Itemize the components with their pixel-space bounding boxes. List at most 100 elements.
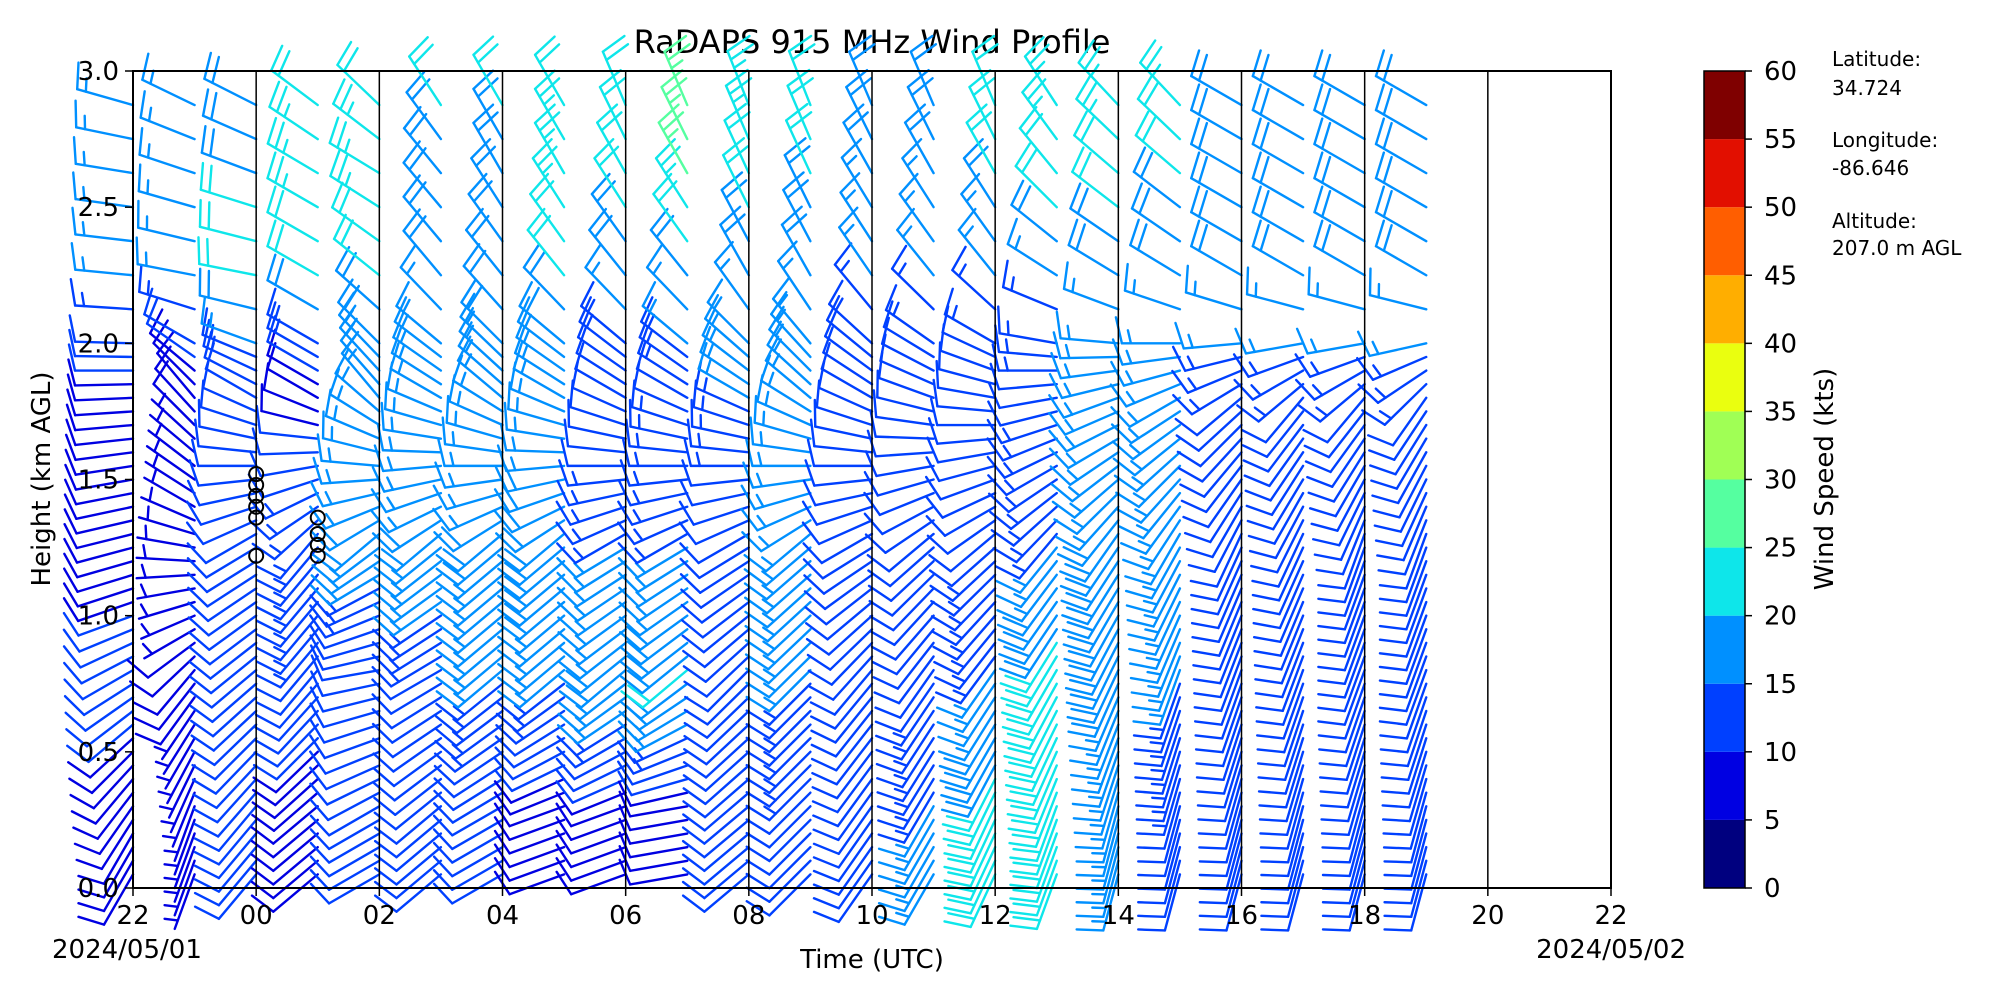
wind-barb [1009,873,1058,931]
wind-barb [1059,532,1120,583]
wind-barb [1260,818,1305,878]
wind-barb [678,519,751,546]
wind-barb [1055,310,1120,345]
wind-barb [495,519,566,554]
x-tick-label: 22 [116,901,149,931]
wind-barb [683,709,751,753]
wind-barb [266,219,319,277]
wind-barb [445,394,504,440]
wind-barb [192,777,258,824]
wind-barb [810,709,874,758]
wind-barb [802,479,874,507]
wind-barb [316,433,381,468]
wind-barb [134,696,196,746]
wind-barb [309,480,381,508]
wind-barb [1128,614,1182,670]
x-tick-label: 18 [1348,901,1381,931]
wind-barb [434,723,504,760]
wind-barb [533,69,566,141]
colorbar-tick-label: 15 [1764,670,1797,700]
wind-barb [803,560,874,595]
wind-barb [681,600,751,639]
wind-barb [372,737,443,773]
wind-barb [618,479,689,507]
wind-barb [371,466,443,493]
wind-barb [70,777,135,825]
wind-barb [371,709,443,744]
wind-barb [1259,791,1305,850]
wind-barb [1374,185,1428,243]
wind-barb [1070,737,1120,794]
wind-barb [812,873,874,924]
wind-barb [250,818,319,859]
wind-barb [681,614,751,654]
wind-barb [1251,83,1305,141]
wind-barb [745,655,812,699]
wind-barb [255,600,319,648]
wind-barb [931,600,997,647]
wind-barb [1021,70,1058,141]
wind-barb [1060,560,1120,612]
wind-barb [943,832,997,888]
wind-barb [1009,805,1058,863]
wind-barb [999,641,1058,694]
wind-barb [930,587,997,632]
wind-barb [497,655,566,695]
start-date-label: 2024/05/01 [52,935,202,965]
wind-barb [1252,560,1305,616]
wind-barb [1321,805,1366,864]
wind-barb [871,628,935,676]
wind-barb [1132,146,1182,209]
wind-barb [187,573,258,608]
wind-barb [63,682,135,717]
wind-barb [1244,451,1305,502]
wind-barb [77,832,135,885]
wind-barb [681,859,751,900]
wind-barb [810,696,874,744]
wind-barb [507,381,566,427]
calm-marker [309,536,326,553]
wind-barb [518,281,566,345]
wind-barb [941,305,997,359]
wind-barb [990,505,1058,547]
wind-barb [1130,641,1182,698]
wind-barb [939,323,997,372]
wind-barb [201,88,258,141]
wind-barb [1071,146,1120,209]
wind-barb [62,628,135,653]
wind-barb [638,311,689,372]
wind-barb [191,737,258,781]
wind-barb [838,206,874,277]
wind-barb [555,802,627,828]
wind-barb [141,52,196,107]
wind-barb [563,418,627,454]
wind-barb [66,723,135,764]
wind-barb [926,436,997,464]
wind-barb [1003,709,1058,764]
wind-barb [1251,117,1305,175]
wind-barb [1128,600,1182,656]
x-tick-label: 16 [1225,901,1258,931]
wind-barb [828,279,874,345]
wind-barb [1190,151,1243,209]
wind-barb [555,777,627,804]
wind-barb [371,641,443,675]
wind-barb [1321,818,1366,878]
wind-barb [72,135,135,175]
wind-barb [386,361,443,413]
wind-barb [136,199,196,243]
colorbar-tick-label: 55 [1764,125,1797,155]
wind-barb [68,328,135,359]
wind-barb [683,438,751,468]
wind-barb [867,560,935,602]
wind-barb [435,682,504,722]
wind-barb [812,791,874,842]
wind-barb [1190,573,1243,630]
wind-barb [628,398,689,440]
wind-barb [1310,478,1366,532]
wind-barb [250,859,319,900]
wind-barb [76,61,135,107]
wind-barb [558,682,627,721]
wind-barb [1318,696,1366,754]
wind-barb [557,696,627,733]
